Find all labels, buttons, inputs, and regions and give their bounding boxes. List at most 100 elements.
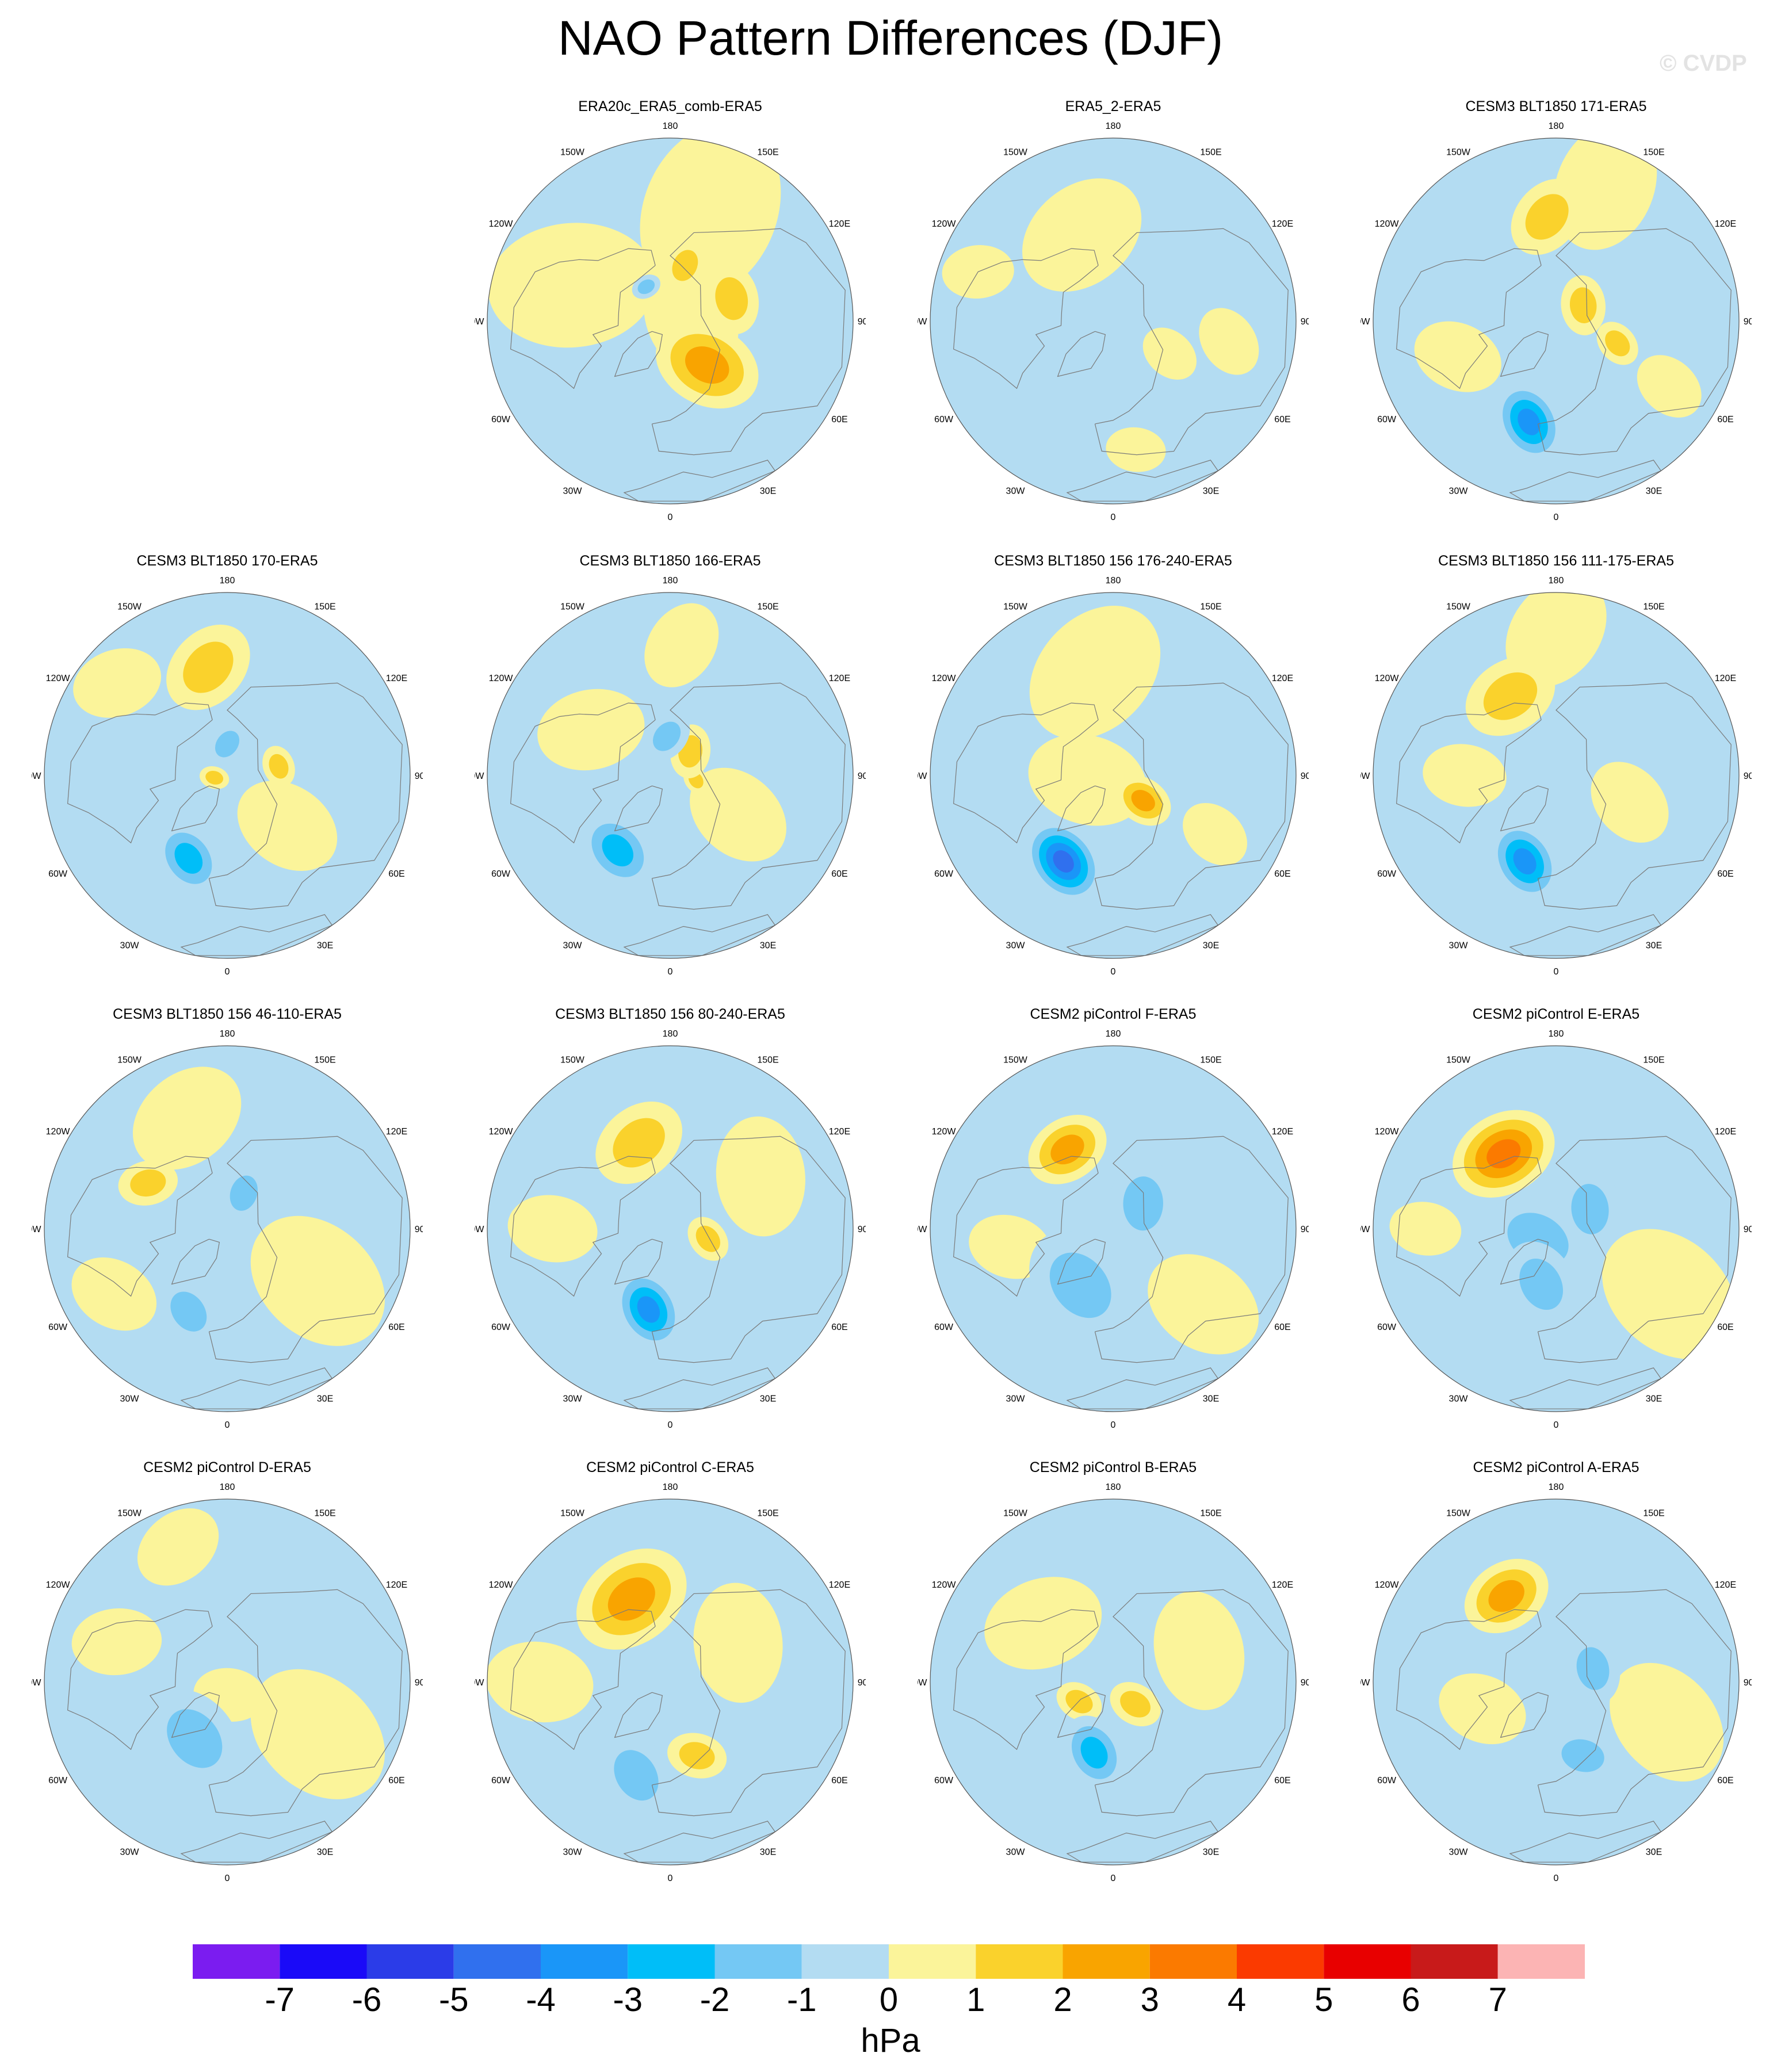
lon-label: 30E bbox=[1646, 941, 1662, 950]
contour-negative bbox=[1513, 848, 1537, 875]
lon-label: 0 bbox=[668, 1874, 673, 1883]
lon-label: 150W bbox=[1446, 1056, 1471, 1065]
lon-label: 150W bbox=[1003, 1056, 1028, 1065]
colorbar-swatch bbox=[1237, 1944, 1324, 1979]
lon-label: 60W bbox=[1377, 415, 1397, 425]
map-border bbox=[930, 137, 1297, 504]
map-border bbox=[930, 1498, 1297, 1865]
lon-label: 90E bbox=[1301, 771, 1309, 781]
lon-label: 120E bbox=[1272, 1580, 1293, 1590]
lon-label: 120E bbox=[1715, 1127, 1736, 1137]
lon-label: 30E bbox=[760, 941, 776, 950]
contour-positive bbox=[1131, 790, 1155, 812]
colorbar-tick-label: 0 bbox=[879, 1981, 899, 2019]
contour-positive bbox=[250, 1215, 385, 1346]
contour-negative bbox=[652, 721, 681, 751]
contour-positive bbox=[1637, 355, 1702, 418]
lon-label: 30E bbox=[760, 1847, 776, 1857]
lon-label: 0 bbox=[1111, 967, 1116, 977]
lon-label: 30E bbox=[1203, 1847, 1219, 1857]
lon-label: 60W bbox=[48, 869, 68, 879]
contour-positive bbox=[1029, 606, 1161, 740]
coastline bbox=[1500, 785, 1549, 832]
lon-label: 120E bbox=[829, 219, 850, 229]
colorbar-swatch bbox=[1324, 1944, 1411, 1979]
coastline bbox=[651, 682, 846, 910]
lon-label: 150W bbox=[1003, 602, 1028, 612]
map-border bbox=[44, 1045, 411, 1412]
panel-title: CESM3 BLT1850 156 176-240-ERA5 bbox=[994, 553, 1232, 569]
contour-positive bbox=[507, 1195, 598, 1263]
coastline bbox=[67, 1609, 213, 1750]
lon-label: 30E bbox=[317, 941, 333, 950]
map-panel: CESM3 BLT1850 170-ERA5 180 150E 120E 90E 60E 3… bbox=[32, 552, 423, 978]
contour-positive bbox=[644, 603, 719, 687]
polar-map: 180 150E 120E 90E 60E 30E 0 30W 60W 90W 120W 150W bbox=[918, 1029, 1309, 1430]
lon-label: 120W bbox=[1375, 1580, 1400, 1590]
panel-title: CESM2 piControl F-ERA5 bbox=[1030, 1006, 1197, 1022]
map-panel: CESM2 piControl F-ERA5 180 150E 120E 90E 60E 3… bbox=[918, 1006, 1309, 1431]
lon-label: 30W bbox=[1006, 941, 1026, 950]
lon-label: 120E bbox=[829, 1127, 850, 1137]
contour-negative bbox=[170, 1291, 207, 1332]
lon-label: 60W bbox=[1377, 1322, 1397, 1332]
contour-positive bbox=[984, 1577, 1102, 1670]
lon-label: 120E bbox=[386, 1127, 407, 1137]
lon-label: 150E bbox=[314, 1509, 335, 1519]
lon-label: 180 bbox=[1106, 1029, 1121, 1039]
lon-label: 60W bbox=[491, 415, 511, 425]
lon-label: 30W bbox=[1449, 1847, 1469, 1857]
panel-title: ERA20c_ERA5_comb-ERA5 bbox=[578, 98, 762, 114]
lon-label: 0 bbox=[225, 1874, 230, 1883]
lon-label: 150W bbox=[117, 1056, 142, 1065]
map-panel: CESM3 BLT1850 156 176-240-ERA5 180 150E 120… bbox=[918, 552, 1309, 978]
coastline bbox=[651, 1589, 846, 1817]
lon-label: 0 bbox=[1554, 513, 1559, 522]
contour-positive bbox=[1488, 1580, 1524, 1612]
lon-label: 120W bbox=[932, 219, 957, 229]
map-panel: CESM3 BLT1850 156 46-110-ERA5 180 150E 120E… bbox=[32, 1006, 423, 1431]
contour-positive bbox=[1120, 1691, 1151, 1718]
map-panel: CESM2 piControl E-ERA5 180 150E 120E 90E 60E 3… bbox=[1360, 1006, 1752, 1431]
contour-negative bbox=[602, 834, 634, 867]
lon-label: 180 bbox=[663, 576, 678, 586]
lon-label: 30E bbox=[760, 1394, 776, 1404]
coastline bbox=[1396, 702, 1542, 844]
lon-label: 30W bbox=[120, 1394, 140, 1404]
contour-positive bbox=[693, 1582, 783, 1703]
contour-positive bbox=[1525, 194, 1569, 240]
polar-map: 180 150E 120E 90E 60E 30E 0 30W 60W 90W 120W 150W bbox=[475, 121, 866, 522]
lon-label: 60W bbox=[48, 1322, 68, 1332]
lon-label: 150W bbox=[1446, 602, 1471, 612]
lon-label: 60W bbox=[934, 415, 954, 425]
lon-label: 0 bbox=[1554, 1420, 1559, 1430]
lon-label: 90W bbox=[475, 771, 484, 781]
colorbar-tick-label: 4 bbox=[1227, 1981, 1247, 2019]
coastline bbox=[953, 702, 1099, 844]
coastline bbox=[208, 1136, 403, 1363]
lon-label: 120E bbox=[829, 674, 850, 683]
coastline bbox=[1537, 682, 1732, 910]
coastline bbox=[1537, 1589, 1732, 1817]
polar-map: 180 150E 120E 90E 60E 30E 0 30W 60W 90W 120W 150W bbox=[475, 1029, 866, 1430]
lon-label: 30E bbox=[1646, 1394, 1662, 1404]
lon-label: 120W bbox=[1375, 1127, 1400, 1137]
lon-label: 60E bbox=[1274, 415, 1290, 425]
lon-label: 120E bbox=[1272, 219, 1293, 229]
lon-label: 120E bbox=[1272, 674, 1293, 683]
lon-label: 90W bbox=[32, 1225, 41, 1234]
lon-label: 60E bbox=[1717, 1776, 1733, 1786]
lon-label: 30E bbox=[1203, 1394, 1219, 1404]
lon-label: 180 bbox=[1549, 1482, 1564, 1492]
lon-label: 30W bbox=[563, 1847, 583, 1857]
colorbar bbox=[193, 1944, 1585, 1979]
lon-label: 60W bbox=[48, 1776, 68, 1786]
coastline bbox=[1500, 331, 1549, 377]
lon-label: 150E bbox=[757, 1056, 778, 1065]
coastline bbox=[1537, 1136, 1732, 1363]
lon-label: 60E bbox=[1274, 1776, 1290, 1786]
contour-negative bbox=[174, 843, 203, 874]
colorbar-tick-label: -7 bbox=[265, 1981, 295, 2019]
contour-positive bbox=[132, 1066, 242, 1170]
map-panel: CESM3 BLT1850 171-ERA5 180 150E 120E 90E 60E 3… bbox=[1360, 98, 1752, 523]
